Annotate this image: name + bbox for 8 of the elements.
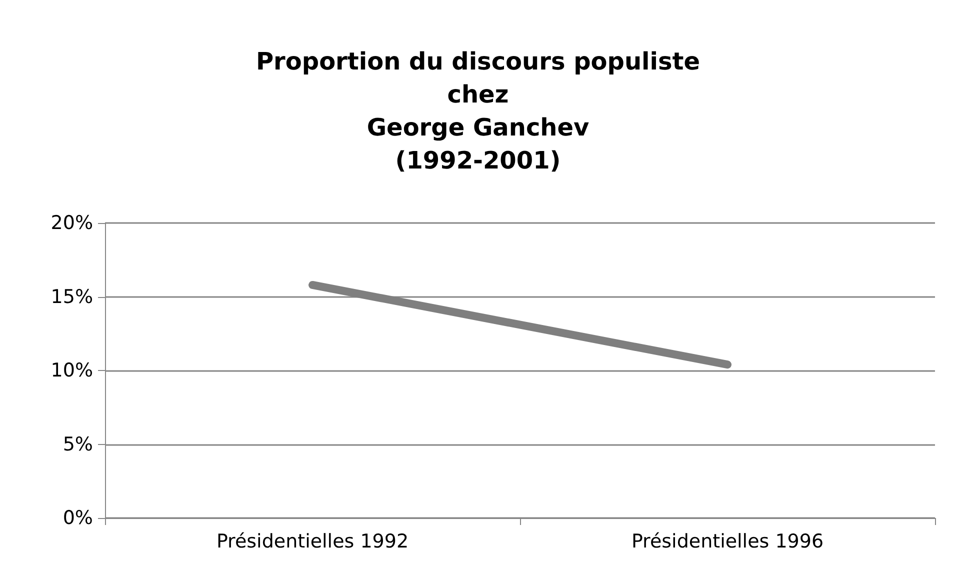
y-tick-label: 10% bbox=[50, 360, 93, 382]
y-tick-label: 5% bbox=[62, 433, 93, 456]
y-tick-label: 20% bbox=[50, 212, 93, 234]
y-tick-label: 15% bbox=[50, 286, 93, 308]
x-tick-label: Présidentielles 1996 bbox=[631, 530, 824, 552]
chart-title: Proportion du discours populiste chez George Ganchev (1992-2001) bbox=[256, 48, 700, 174]
y-tick-label: 0% bbox=[62, 507, 93, 529]
x-tick-label: Présidentielles 1992 bbox=[216, 530, 409, 552]
